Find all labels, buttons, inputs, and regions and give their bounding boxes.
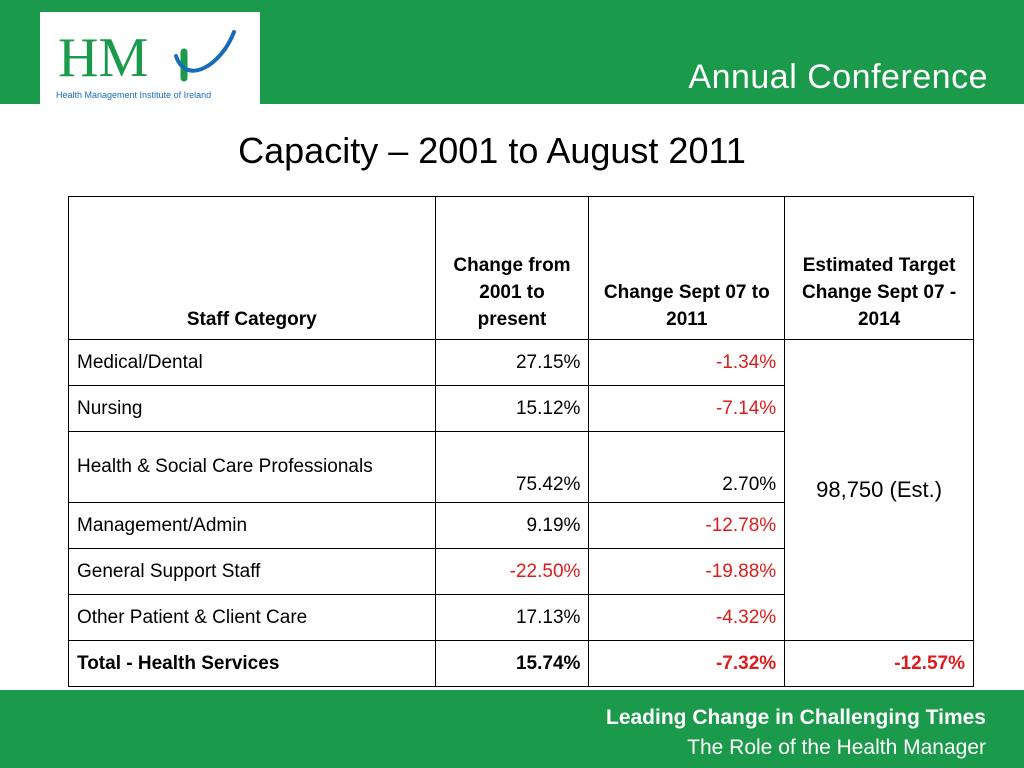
estimated-target-cell: 98,750 (Est.) (784, 339, 974, 641)
footer-subtitle: The Role of the Health Manager (687, 736, 986, 759)
change-sept07-cell: -19.88% (588, 548, 786, 595)
staff-category-cell: Other Patient & Client Care (68, 594, 436, 641)
change-sept07-cell: -4.32% (588, 594, 786, 641)
change-2001-cell: 17.13% (434, 594, 590, 641)
footer-tagline: Leading Change in Challenging Times (606, 706, 986, 729)
change-2001-cell: 15.12% (434, 385, 590, 432)
table-row: Health & Social Care Professionals 75.42… (68, 431, 974, 503)
change-sept07-cell: 2.70% (588, 431, 786, 503)
change-2001-cell: 27.15% (434, 339, 590, 386)
hmi-logo: HM Health Management Institute of Irelan… (40, 12, 260, 105)
change-sept07-cell: -12.78% (588, 502, 786, 549)
change-sept07-cell: -1.34% (588, 339, 786, 386)
staff-category-cell: Medical/Dental (68, 339, 436, 386)
total-row: Total - Health Services 15.74% -7.32% -1… (68, 640, 974, 687)
staff-category-cell: Health & Social Care Professionals (68, 431, 436, 503)
slide-title: Capacity – 2001 to August 2011 (238, 130, 746, 171)
change-2001-cell: 9.19% (434, 502, 590, 549)
total-estimated-target-cell: -12.57% (784, 640, 974, 687)
logo-caption: Health Management Institute of Ireland (56, 90, 212, 100)
change-sept07-cell: -7.14% (588, 385, 786, 432)
change-2001-cell: 75.42% (434, 431, 590, 503)
staff-category-cell: General Support Staff (68, 548, 436, 595)
svg-text:HM: HM (58, 27, 148, 86)
header-staff-category: Staff Category (68, 196, 436, 340)
table-row: Medical/Dental 27.15% -1.34% 98,750 (Est… (68, 339, 974, 641)
staff-category-cell: Nursing (68, 385, 436, 432)
table-row: Other Patient & Client Care 17.13% -4.32… (68, 594, 974, 641)
total-change-2001-cell: 15.74% (434, 640, 590, 687)
staff-category-cell: Management/Admin (68, 502, 436, 549)
table-header-row: Staff Category Change from 2001 to prese… (68, 196, 974, 340)
table-row: Management/Admin 9.19% -12.78% (68, 502, 974, 549)
table-row: General Support Staff -22.50% -19.88% (68, 548, 974, 595)
header-change-2001: Change from 2001 to present (434, 196, 590, 340)
conference-title: Annual Conference (688, 58, 988, 96)
total-category-cell: Total - Health Services (68, 640, 436, 687)
header-change-sept07: Change Sept 07 to 2011 (588, 196, 786, 340)
table-row: Nursing 15.12% -7.14% (68, 385, 974, 432)
change-2001-cell: -22.50% (434, 548, 590, 595)
total-change-sept07-cell: -7.32% (588, 640, 786, 687)
hmi-logo-mark: HM (58, 27, 236, 86)
footer-band (0, 690, 1024, 768)
capacity-table: Staff Category Change from 2001 to prese… (68, 196, 974, 687)
header-estimated-target: Estimated Target Change Sept 07 - 2014 (784, 196, 974, 340)
